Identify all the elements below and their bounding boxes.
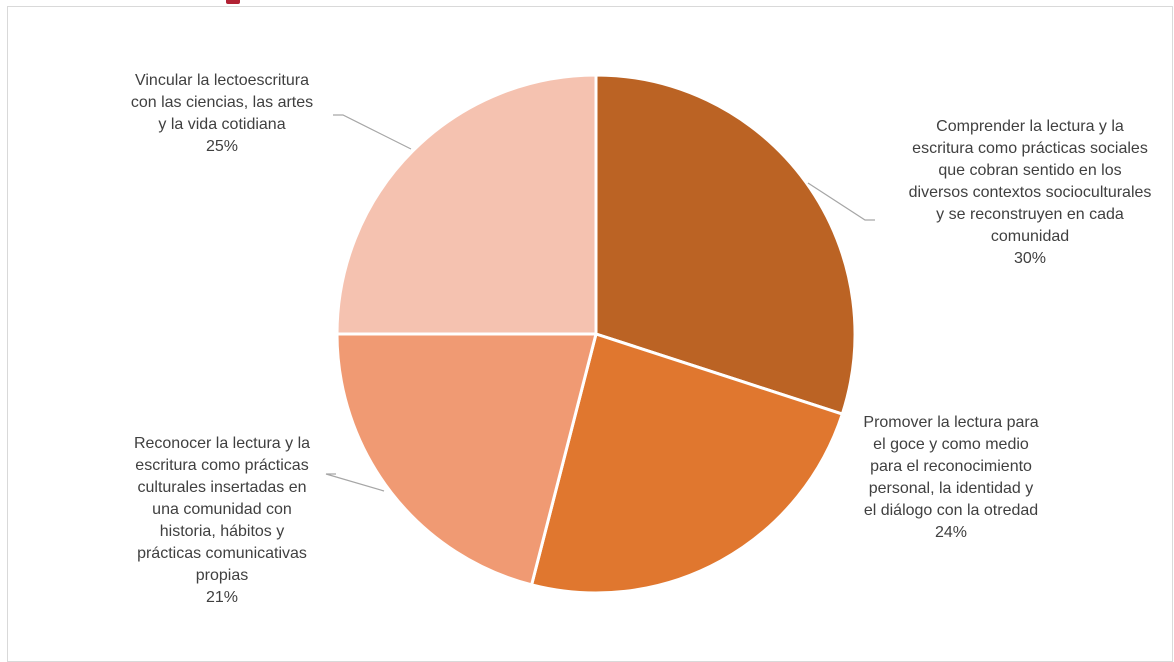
- data-label-line: Comprender la lectura y la: [936, 118, 1124, 135]
- data-label-line: y se reconstruyen en cada: [936, 206, 1124, 223]
- data-label-line: Vincular la lectoescritura: [135, 72, 309, 89]
- data-label-percent: 21%: [206, 589, 238, 606]
- data-label-line: el diálogo con la otredad: [864, 502, 1038, 519]
- cropped-title-fragment: [226, 0, 240, 4]
- pie-slice-comprender: [594, 73, 857, 416]
- data-label-line: escritura como prácticas sociales: [912, 140, 1148, 157]
- data-label-line: comunidad: [991, 228, 1069, 245]
- leader-line-reconocer: [325, 473, 385, 492]
- data-label-reconocer: Reconocer la lectura y la escritura como …: [134, 435, 310, 606]
- data-label-line: para el reconocimiento: [870, 458, 1032, 475]
- data-label-line: personal, la identidad y: [869, 480, 1034, 497]
- data-label-line: diversos contextos socioculturales: [909, 184, 1152, 201]
- data-label-line: historia, hábitos y: [160, 523, 285, 540]
- data-label-line: el goce y como medio: [873, 436, 1029, 453]
- data-label-line: Promover la lectura para: [863, 414, 1038, 431]
- top-strip: [0, 0, 1174, 6]
- data-label-line: que cobran sentido en los: [938, 162, 1121, 179]
- data-label-percent: 24%: [935, 524, 967, 541]
- data-label-line: Reconocer la lectura y la: [134, 435, 310, 452]
- data-label-line: escritura como prácticas: [135, 457, 308, 474]
- data-label-percent: 30%: [1014, 250, 1046, 267]
- data-label-line: con las ciencias, las artes: [131, 94, 313, 111]
- data-label-vincular: Vincular la lectoescritura con las cienci…: [131, 72, 313, 155]
- data-label-line: prácticas comunicativas: [137, 545, 307, 562]
- pie-slice-reconocer: [335, 332, 598, 587]
- data-label-promover: Promover la lectura para el goce y como m…: [863, 414, 1038, 541]
- leader-line-comprender: [807, 182, 875, 221]
- pie-slice-promover: [530, 332, 844, 595]
- data-label-line: una comunidad con: [152, 501, 292, 518]
- data-label-line: y la vida cotidiana: [158, 116, 285, 133]
- data-label-line: propias: [196, 567, 248, 584]
- data-label-percent: 25%: [206, 138, 238, 155]
- data-label-comprender: Comprender la lectura y la escritura como…: [909, 118, 1152, 267]
- data-label-line: culturales insertadas en: [138, 479, 307, 496]
- leader-line-vincular: [333, 114, 412, 150]
- pie-slice-vincular: [335, 73, 598, 336]
